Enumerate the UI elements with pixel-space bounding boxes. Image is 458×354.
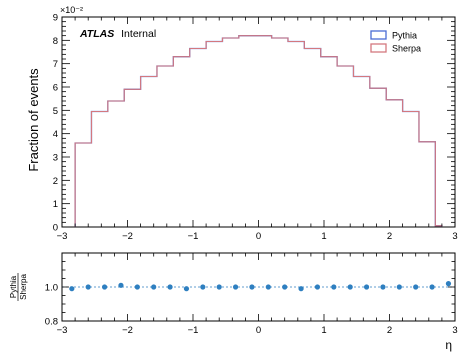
ratio-x-tick-label: −1 bbox=[188, 325, 199, 336]
main-y-tick-label: 5 bbox=[53, 106, 58, 117]
ratio-point bbox=[200, 284, 206, 290]
main-y-ticks: 0 1 2 3 4 5 6 7 8 9 bbox=[53, 13, 455, 234]
ratio-point bbox=[282, 284, 288, 290]
main-y-tick-label: 2 bbox=[53, 176, 58, 187]
atlas-label: ATLAS Internal bbox=[79, 28, 156, 40]
ratio-y-ticks: 0.8 1.0 bbox=[45, 252, 455, 328]
ratio-point bbox=[298, 286, 304, 292]
ratio-point bbox=[151, 284, 157, 290]
histogram-line-sherpa bbox=[74, 35, 443, 227]
main-x-tick-label: 1 bbox=[321, 231, 326, 242]
legend-label-pythia: Pythia bbox=[392, 31, 417, 41]
ratio-x-ticks: −3 −2 −1 0 1 2 3 bbox=[57, 253, 458, 336]
ratio-point bbox=[216, 284, 222, 290]
ratio-point bbox=[413, 284, 419, 290]
main-x-tick-label: −3 bbox=[57, 231, 68, 242]
ratio-x-tick-label: 2 bbox=[387, 325, 392, 336]
ratio-x-tick-label: −3 bbox=[57, 325, 68, 336]
main-x-ticks: −3 −2 −1 0 1 2 3 bbox=[57, 17, 458, 242]
main-panel: −3 −2 −1 0 1 2 3 0 1 2 3 4 5 6 7 8 9 ×10⁻² Fraction of … bbox=[26, 5, 458, 242]
histogram-group bbox=[74, 35, 443, 227]
legend-item-pythia: Pythia bbox=[370, 30, 417, 41]
legend-label-sherpa: Sherpa bbox=[392, 44, 421, 54]
ratio-point bbox=[85, 284, 91, 290]
main-y-tick-label: 6 bbox=[53, 83, 58, 94]
atlas-experiment-label: ATLAS bbox=[79, 28, 114, 40]
ratio-y-tick-label: 0.8 bbox=[45, 317, 58, 328]
ratio-points-group bbox=[69, 281, 452, 292]
ratio-point bbox=[363, 284, 370, 290]
ratio-point bbox=[314, 284, 321, 290]
ratio-point bbox=[265, 284, 271, 290]
legend-item-sherpa: Sherpa bbox=[370, 43, 421, 54]
ratio-point bbox=[249, 284, 255, 290]
atlas-status-label: Internal bbox=[121, 28, 156, 40]
ratio-point bbox=[183, 286, 190, 292]
ratio-point bbox=[134, 284, 140, 290]
main-y-tick-label: 0 bbox=[53, 223, 58, 234]
main-y-tick-label: 4 bbox=[53, 129, 58, 140]
ratio-point bbox=[331, 284, 337, 290]
main-x-tick-label: 2 bbox=[387, 231, 392, 242]
ratio-x-tick-label: 1 bbox=[321, 325, 326, 336]
legend-swatch-pythia bbox=[370, 30, 387, 40]
histogram-line-pythia bbox=[74, 35, 443, 227]
main-x-tick-label: −1 bbox=[188, 231, 199, 242]
ratio-y-denominator: Sherpa bbox=[19, 274, 28, 300]
main-y-tick-label: 7 bbox=[53, 59, 58, 70]
ratio-x-tick-label: 0 bbox=[256, 325, 261, 336]
ratio-y-numerator: Pythia bbox=[9, 275, 18, 298]
main-y-axis-title: Fraction of events bbox=[26, 68, 41, 172]
main-x-tick-label: −2 bbox=[122, 231, 133, 242]
legend-swatch-sherpa bbox=[370, 43, 387, 53]
main-x-tick-label: 0 bbox=[256, 231, 261, 242]
ratio-point bbox=[380, 284, 386, 290]
ratio-point bbox=[118, 282, 124, 288]
main-y-tick-label: 3 bbox=[53, 153, 58, 164]
ratio-panel: −3 −2 −1 0 1 2 3 0.8 1.0 Pythia Sherpa η bbox=[9, 252, 458, 352]
ratio-y-axis-title: Pythia Sherpa bbox=[9, 273, 28, 301]
main-y-tick-label: 8 bbox=[53, 36, 58, 47]
x-axis-title: η bbox=[445, 338, 452, 352]
ratio-point bbox=[429, 284, 435, 290]
main-y-tick-label: 1 bbox=[53, 199, 58, 210]
y-multiplier-label: ×10⁻² bbox=[60, 5, 83, 15]
ratio-point bbox=[232, 284, 239, 290]
ratio-point bbox=[445, 281, 452, 287]
ratio-x-tick-label: 3 bbox=[452, 325, 457, 336]
main-x-tick-label: 3 bbox=[452, 231, 457, 242]
main-y-tick-label: 9 bbox=[53, 13, 58, 24]
ratio-point bbox=[101, 284, 108, 290]
ratio-y-tick-label: 1.0 bbox=[45, 283, 58, 294]
ratio-point bbox=[396, 284, 402, 290]
legend: Pythia Sherpa bbox=[370, 30, 421, 54]
ratio-point bbox=[167, 284, 173, 290]
ratio-x-tick-label: −2 bbox=[122, 325, 133, 336]
ratio-point bbox=[69, 286, 75, 292]
ratio-point bbox=[347, 284, 353, 290]
